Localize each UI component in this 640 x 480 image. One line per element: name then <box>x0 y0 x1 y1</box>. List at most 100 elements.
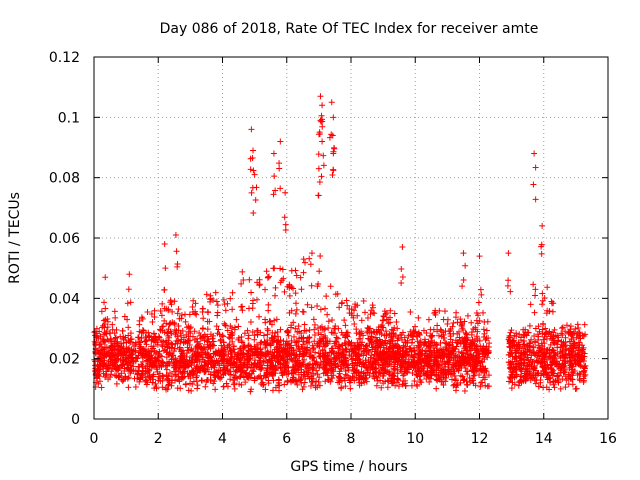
data-point <box>422 360 429 367</box>
data-point <box>273 316 280 323</box>
data-point <box>483 327 490 334</box>
data-point <box>329 171 336 178</box>
data-point <box>250 210 257 217</box>
data-point <box>295 323 302 330</box>
data-point <box>311 332 318 339</box>
data-point <box>216 352 223 359</box>
data-point <box>527 301 534 308</box>
data-point <box>284 356 291 363</box>
data-point <box>339 347 346 354</box>
data-point <box>415 314 422 321</box>
data-point <box>313 367 320 374</box>
data-point <box>185 347 192 354</box>
data-point <box>270 150 277 157</box>
data-point <box>382 367 389 374</box>
data-point <box>315 281 322 288</box>
data-point <box>298 343 305 350</box>
data-point <box>201 337 208 344</box>
data-point <box>227 295 234 302</box>
data-point <box>505 359 512 366</box>
data-point <box>415 343 422 350</box>
data-point <box>307 383 314 390</box>
data-point <box>459 320 466 327</box>
data-point <box>239 339 246 346</box>
data-point <box>179 363 186 370</box>
data-point <box>248 289 255 296</box>
data-point <box>444 320 451 327</box>
data-point <box>325 318 332 325</box>
data-point <box>554 363 561 370</box>
data-point <box>245 335 252 342</box>
data-point <box>204 308 211 315</box>
data-point <box>328 99 335 106</box>
data-point <box>391 351 398 358</box>
data-point <box>294 381 301 388</box>
data-point <box>221 344 228 351</box>
data-point <box>296 351 303 358</box>
data-point <box>569 376 576 383</box>
data-point <box>199 377 206 384</box>
data-point <box>252 197 259 204</box>
data-point <box>220 333 227 340</box>
data-point <box>194 385 201 392</box>
data-point <box>524 354 531 361</box>
data-point <box>356 345 363 352</box>
data-point <box>509 373 516 380</box>
data-point <box>540 320 547 327</box>
data-point <box>271 173 278 180</box>
data-point <box>364 315 371 322</box>
data-point <box>267 318 274 325</box>
data-point <box>308 352 315 359</box>
data-point <box>106 364 113 371</box>
data-point <box>247 166 254 173</box>
data-point <box>474 328 481 335</box>
data-point <box>551 384 558 391</box>
data-point <box>367 367 374 374</box>
data-point <box>572 357 579 364</box>
data-point <box>370 373 377 380</box>
data-point <box>550 300 557 307</box>
data-point <box>317 306 324 313</box>
data-point <box>157 308 164 315</box>
data-point <box>388 380 395 387</box>
data-point <box>111 356 118 363</box>
data-point <box>101 299 108 306</box>
data-point <box>108 368 115 375</box>
data-point <box>320 162 327 169</box>
data-point <box>268 321 275 328</box>
data-point <box>276 341 283 348</box>
data-point <box>343 297 350 304</box>
data-point <box>517 334 524 341</box>
data-point <box>402 346 409 353</box>
data-point <box>369 358 376 365</box>
data-point <box>317 359 324 366</box>
data-point <box>386 345 393 352</box>
data-point <box>215 367 222 374</box>
data-point <box>163 354 170 361</box>
data-point <box>265 301 272 308</box>
data-point <box>191 328 198 335</box>
data-point <box>421 372 428 379</box>
data-point <box>323 338 330 345</box>
data-point <box>126 271 133 278</box>
data-point <box>173 364 180 371</box>
axes-layer <box>93 56 609 420</box>
data-point <box>254 375 261 382</box>
data-point <box>416 373 423 380</box>
data-point <box>388 354 395 361</box>
data-point <box>470 380 477 387</box>
data-point <box>513 371 520 378</box>
data-point <box>425 342 432 349</box>
data-point <box>268 362 275 369</box>
data-point <box>559 375 566 382</box>
data-point <box>257 329 264 336</box>
data-point <box>508 350 515 357</box>
data-point <box>210 338 217 345</box>
data-point <box>289 357 296 364</box>
data-point <box>255 350 262 357</box>
data-point <box>115 349 122 356</box>
data-point <box>289 285 296 292</box>
data-point <box>284 351 291 358</box>
data-point <box>179 327 186 334</box>
data-point <box>466 374 473 381</box>
